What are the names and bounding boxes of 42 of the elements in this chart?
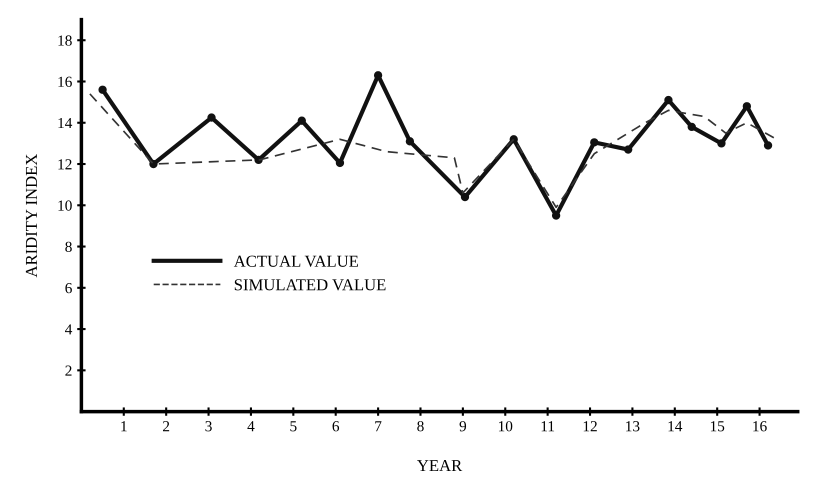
x-tick-label: 15 xyxy=(710,421,724,432)
y-tick-label: 10 xyxy=(58,200,72,211)
point xyxy=(624,145,632,154)
x-tick-label: 5 xyxy=(290,421,297,432)
x-tick-label: 3 xyxy=(205,421,212,432)
x-tick-label: 4 xyxy=(247,421,255,432)
x-tick-label: 13 xyxy=(626,421,640,432)
x-tick-label: 16 xyxy=(753,421,767,432)
x-tick-label: 7 xyxy=(375,421,382,432)
x-tick-label: 10 xyxy=(498,421,512,432)
y-tick-label: 4 xyxy=(65,324,72,334)
point xyxy=(98,86,107,94)
y-tick-label: 12 xyxy=(58,159,72,170)
y-tick-label: 16 xyxy=(58,76,72,87)
x-tick-label: 11 xyxy=(542,421,554,432)
y-tick-label: 14 xyxy=(58,118,72,128)
legend-label: ACTUAL VALUE xyxy=(234,256,358,267)
point xyxy=(717,139,726,148)
point xyxy=(664,96,673,104)
point xyxy=(590,138,598,147)
y-tick-label: 18 xyxy=(58,35,72,46)
point xyxy=(460,192,470,202)
point xyxy=(406,137,414,146)
x-tick-label: 8 xyxy=(417,421,424,432)
point xyxy=(336,158,344,168)
x-tick-label: 2 xyxy=(163,421,170,432)
y-tick-label: 8 xyxy=(65,242,72,252)
x-tick-label: 12 xyxy=(584,421,597,432)
point xyxy=(298,116,306,125)
x-tick-label: 9 xyxy=(460,421,466,432)
point xyxy=(688,122,696,132)
x-tick-label: 6 xyxy=(332,421,340,432)
point xyxy=(764,141,772,150)
point xyxy=(742,102,752,110)
x-axis-title: YEAR xyxy=(417,460,462,472)
x-tick-label: 14 xyxy=(668,421,682,432)
y-tick-label: 6 xyxy=(65,282,72,294)
legend-label: SIMULATED VALUE xyxy=(234,279,386,290)
y-axis-title: ARIDITY INDEX xyxy=(26,154,37,278)
x-tick-label: 1 xyxy=(121,421,127,432)
point xyxy=(207,113,216,122)
y-tick-label: 2 xyxy=(65,366,72,376)
